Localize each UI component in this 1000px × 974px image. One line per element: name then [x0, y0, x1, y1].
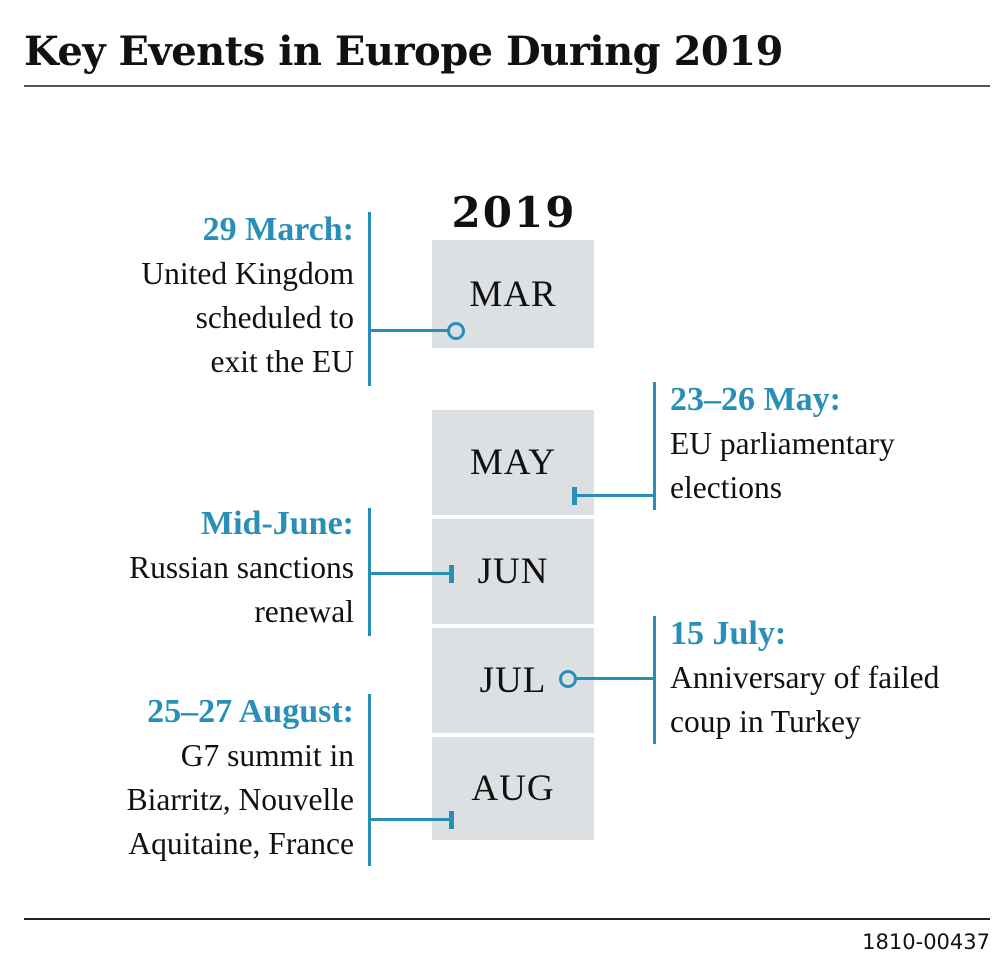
event-august-connector	[368, 818, 452, 821]
event-august-date: 25–27 August:	[147, 693, 354, 730]
graphic-code: 1810-00437	[862, 930, 990, 954]
month-box-jun: JUN	[432, 519, 594, 624]
event-may-connector	[574, 494, 654, 497]
event-may-bar	[653, 382, 656, 510]
event-august-desc-3: Aquitaine, France	[128, 826, 354, 861]
event-july-bar	[653, 616, 656, 744]
event-march-desc-3: exit the EU	[210, 344, 354, 379]
event-may-desc-2: elections	[670, 470, 782, 505]
month-label-aug: AUG	[471, 768, 555, 809]
event-may-date: 23–26 May:	[670, 381, 841, 418]
month-label-mar: MAR	[469, 273, 557, 315]
event-march-desc-1: United Kingdom	[141, 256, 354, 291]
event-june-connector	[368, 572, 452, 575]
event-march-date: 29 March:	[202, 211, 354, 248]
event-july: 15 July: Anniversary of failed coup in T…	[670, 612, 939, 744]
event-may: 23–26 May: EU parliamentary elections	[670, 378, 895, 510]
event-august: 25–27 August: G7 summit in Biarritz, Nou…	[127, 690, 354, 866]
event-july-connector	[572, 677, 654, 680]
event-march-desc-2: scheduled to	[195, 300, 354, 335]
event-march-dot	[447, 322, 465, 340]
event-june-desc-2: renewal	[254, 594, 354, 629]
event-august-desc-2: Biarritz, Nouvelle	[126, 782, 354, 817]
event-march: 29 March: United Kingdom scheduled to ex…	[141, 208, 354, 384]
event-march-bar	[368, 212, 371, 386]
event-may-desc-1: EU parliamentary	[670, 426, 895, 461]
footer-rule	[24, 918, 990, 920]
month-box-aug: AUG	[432, 737, 594, 840]
event-july-desc-1: Anniversary of failed	[670, 660, 940, 695]
month-label-may: MAY	[470, 442, 556, 483]
page-title: Key Events in Europe During 2019	[24, 28, 783, 75]
event-july-date: 15 July:	[670, 615, 787, 652]
event-march-connector	[368, 329, 448, 332]
month-box-may: MAY	[432, 410, 594, 515]
event-august-bar	[368, 694, 371, 866]
event-june: Mid-June: Russian sanctions renewal	[129, 502, 354, 634]
event-august-tick	[449, 811, 454, 829]
event-august-desc-1: G7 summit in	[180, 738, 354, 773]
event-june-desc-1: Russian sanctions	[129, 550, 354, 585]
month-label-jun: JUN	[477, 551, 549, 592]
event-july-dot	[559, 670, 577, 688]
month-label-jul: JUL	[479, 660, 547, 701]
event-june-date: Mid-June:	[201, 505, 354, 542]
event-june-tick	[449, 565, 454, 583]
title-rule	[24, 85, 990, 87]
year-label: 2019	[451, 188, 577, 237]
event-may-tick	[572, 487, 577, 505]
event-july-desc-2: coup in Turkey	[670, 704, 861, 739]
